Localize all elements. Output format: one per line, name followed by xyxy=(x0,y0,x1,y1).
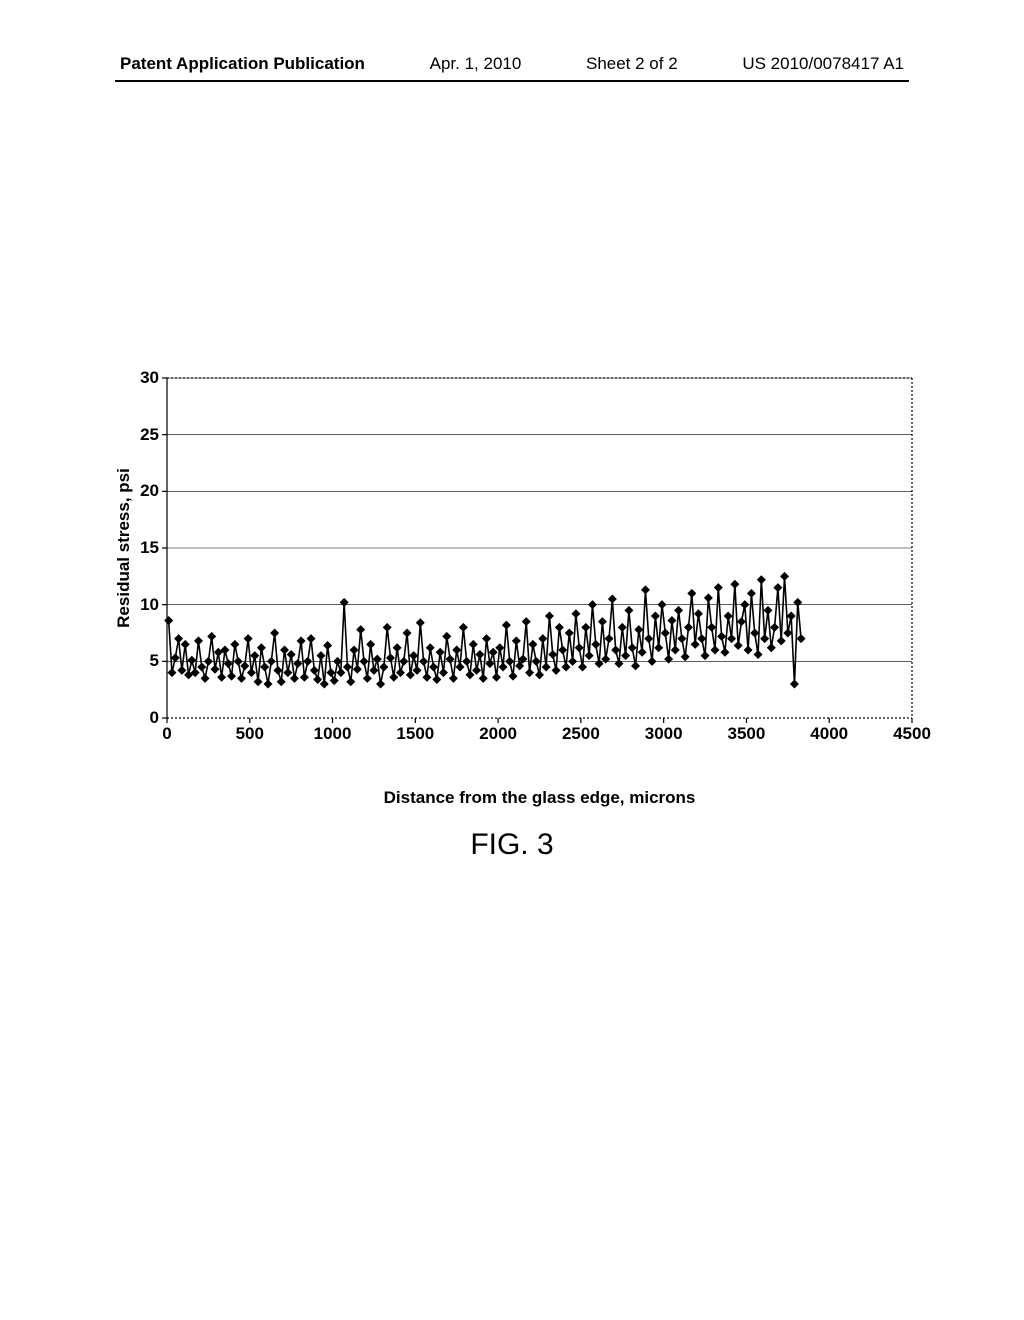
y-tick-label: 15 xyxy=(140,538,159,558)
x-tick-label: 2000 xyxy=(479,724,517,744)
x-axis-label: Distance from the glass edge, microns xyxy=(384,788,696,808)
y-tick-label: 5 xyxy=(150,651,159,671)
publication-label: Patent Application Publication xyxy=(120,54,365,74)
plot-area: 0510152025300500100015002000250030003500… xyxy=(167,378,912,718)
x-tick-label: 2500 xyxy=(562,724,600,744)
publication-date: Apr. 1, 2010 xyxy=(430,54,522,74)
y-tick-label: 25 xyxy=(140,425,159,445)
x-tick-label: 3500 xyxy=(728,724,766,744)
x-tick-label: 500 xyxy=(236,724,264,744)
x-tick-label: 4000 xyxy=(810,724,848,744)
figure-caption: FIG. 3 xyxy=(0,828,1024,862)
x-tick-label: 1000 xyxy=(314,724,352,744)
sheet-number: Sheet 2 of 2 xyxy=(586,54,678,74)
y-tick-label: 10 xyxy=(140,595,159,615)
y-tick-label: 30 xyxy=(140,368,159,388)
x-tick-label: 3000 xyxy=(645,724,683,744)
chart-svg xyxy=(167,378,912,718)
x-tick-label: 0 xyxy=(162,724,171,744)
y-tick-label: 20 xyxy=(140,481,159,501)
header-rule xyxy=(115,80,909,82)
y-axis-label: Residual stress, psi xyxy=(114,468,134,628)
publication-number: US 2010/0078417 A1 xyxy=(742,54,904,74)
stress-chart: Residual stress, psi 0510152025300500100… xyxy=(112,378,912,758)
x-tick-label: 4500 xyxy=(893,724,931,744)
x-tick-label: 1500 xyxy=(396,724,434,744)
patent-header: Patent Application Publication Apr. 1, 2… xyxy=(0,0,1024,74)
y-tick-label: 0 xyxy=(150,708,159,728)
